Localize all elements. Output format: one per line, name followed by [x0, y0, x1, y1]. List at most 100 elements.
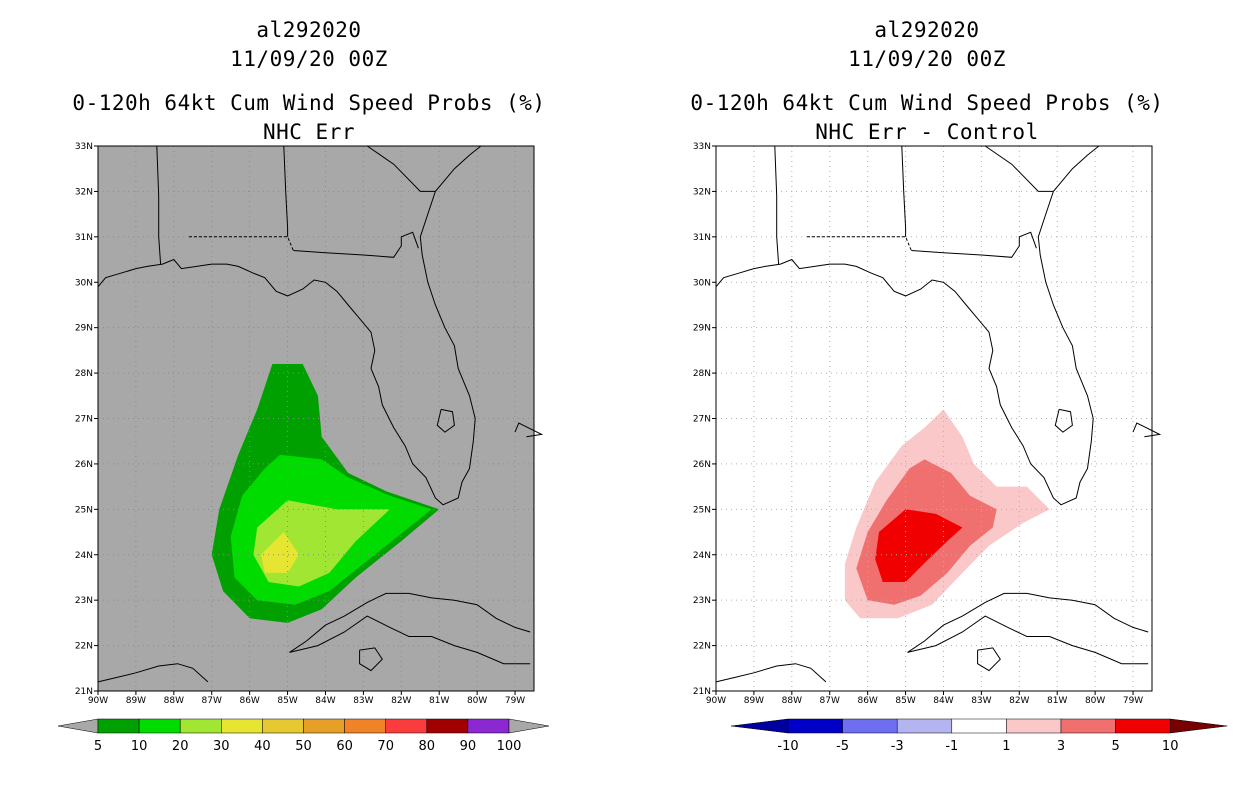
contour-5 — [875, 509, 963, 582]
coastline — [715, 145, 1162, 683]
lon-label: 86W — [857, 696, 877, 706]
lat-label: 25N — [693, 505, 711, 515]
lat-label: 22N — [75, 642, 93, 652]
colorbar-swatch — [1006, 718, 1062, 734]
lat-label: 31N — [75, 233, 93, 243]
lat-label: 31N — [693, 233, 711, 243]
lon-label: 85W — [277, 696, 297, 706]
lake-okeechobee — [1054, 408, 1073, 433]
colorbar-label: -10 — [777, 739, 798, 754]
colorbar-swatch — [303, 718, 345, 734]
lon-label: 83W — [971, 696, 991, 706]
colorbar-swatch — [97, 718, 140, 734]
colorbar-label: 90 — [460, 739, 477, 754]
lat-label: 22N — [693, 642, 711, 652]
us-gulf-atlantic-coastline — [97, 145, 482, 506]
colorbar-swatch — [385, 718, 428, 734]
lon-label: 82W — [1009, 696, 1029, 706]
axis-labels: 33N 32N 31N 30N 29N 28N 27N 26N 25N 24N 23N 22N 21N9… — [693, 142, 1144, 706]
colorbar-swatch — [896, 718, 953, 734]
lon-label: 81W — [1047, 696, 1067, 706]
colorbar-label: 30 — [213, 739, 230, 754]
isla-de-la-juventud — [977, 647, 1001, 672]
product-title: 0-120h 64kt Cum Wind Speed Probs (%) — [72, 91, 546, 115]
lon-label: 85W — [895, 696, 915, 706]
probability-contours — [844, 409, 1050, 619]
coastline — [97, 145, 544, 683]
lon-label: 82W — [391, 696, 411, 706]
colorbar-label: 5 — [1111, 739, 1119, 754]
state-border-ms-al — [774, 145, 780, 265]
colorbar-swatch — [951, 718, 1007, 734]
lon-label: 79W — [505, 696, 525, 706]
colorbar-swatch — [787, 718, 843, 734]
lon-label: 88W — [164, 696, 184, 706]
colorbar-swatch — [221, 718, 263, 734]
isla-de-la-juventud — [359, 647, 383, 672]
lake-okeechobee — [436, 408, 455, 433]
state-border-ga-sc — [366, 145, 436, 192]
state-border-ga-al — [283, 145, 289, 237]
colorbar: -10 -5 -3 -1 1 3 5 10 — [730, 718, 1228, 754]
lat-label: 30N — [75, 278, 93, 288]
lon-label: 80W — [1085, 696, 1105, 706]
lat-label: 29N — [693, 324, 711, 334]
lat-label: 29N — [75, 324, 93, 334]
map-svg: 33N32N31N30N29N28N27N26N25N24N23N22N21N9… — [57, 142, 550, 754]
lon-label: 87W — [820, 696, 840, 706]
state-borders — [774, 145, 1054, 265]
lat-label: 27N — [75, 415, 93, 425]
us-gulf-atlantic-coastline — [715, 145, 1100, 506]
axis-ticks — [712, 145, 1134, 695]
axis-labels: 33N 32N 31N 30N 29N 28N 27N 26N 25N 24N 23N 22N 21N9… — [75, 142, 526, 706]
storm-id-title: al292020 — [256, 18, 362, 42]
product-title: 0-120h 64kt Cum Wind Speed Probs (%) — [690, 91, 1164, 115]
colorbar-swatch — [262, 718, 304, 734]
lon-label: 89W — [126, 696, 146, 706]
lon-label: 79W — [1123, 696, 1143, 706]
lat-label: 32N — [75, 187, 93, 197]
lat-label: 32N — [693, 187, 711, 197]
axis-ticks — [94, 145, 516, 695]
colorbar-swatch — [842, 718, 898, 734]
state-borders — [156, 145, 436, 265]
colorbar-right-arrow — [508, 718, 550, 734]
state-border-fl-ga — [911, 231, 1037, 258]
state-border-fl-ga — [293, 231, 419, 258]
colorbar-left-arrow — [730, 718, 789, 734]
storm-id-title: al292020 — [874, 18, 980, 42]
state-border-al-fl — [807, 236, 912, 251]
lat-label: 23N — [75, 596, 93, 606]
lon-label: 84W — [933, 696, 953, 706]
colorbar-label: 40 — [254, 739, 271, 754]
subtitle: NHC Err — [262, 120, 355, 144]
lat-label: 30N — [693, 278, 711, 288]
cuba-south-coast — [289, 615, 531, 665]
lon-label: 80W — [467, 696, 487, 706]
colorbar-swatch — [467, 718, 510, 734]
colorbar-swatch — [1060, 718, 1116, 734]
yucatan-coast — [715, 663, 827, 683]
map-area: 33N 32N 31N 30N 29N 28N 27N 26N 25N 24N 23N 22N 21N9… — [693, 142, 1162, 706]
colorbar-label: 70 — [377, 739, 394, 754]
state-border-ms-al — [156, 145, 162, 265]
colorbar-swatch — [344, 718, 386, 734]
lon-label: 83W — [353, 696, 373, 706]
state-border-ga-sc — [984, 145, 1054, 192]
cuba-north-coast — [907, 592, 1149, 653]
colorbar-swatch — [138, 718, 181, 734]
lon-label: 86W — [239, 696, 259, 706]
colorbar-swatch — [426, 718, 469, 734]
lon-label: 89W — [744, 696, 764, 706]
colorbar-label: -5 — [836, 739, 849, 754]
lon-label: 90W — [88, 696, 108, 706]
colorbar-label: -3 — [891, 739, 904, 754]
lat-label: 24N — [693, 551, 711, 561]
datetime-title: 11/09/20 00Z — [848, 47, 1006, 71]
colorbar-label: 60 — [336, 739, 353, 754]
lat-label: 21N — [75, 687, 93, 697]
colorbar-label: 10 — [1162, 739, 1179, 754]
cuba-south-coast — [907, 615, 1149, 665]
colorbar-label: 5 — [94, 739, 102, 754]
lat-label: 21N — [693, 687, 711, 697]
